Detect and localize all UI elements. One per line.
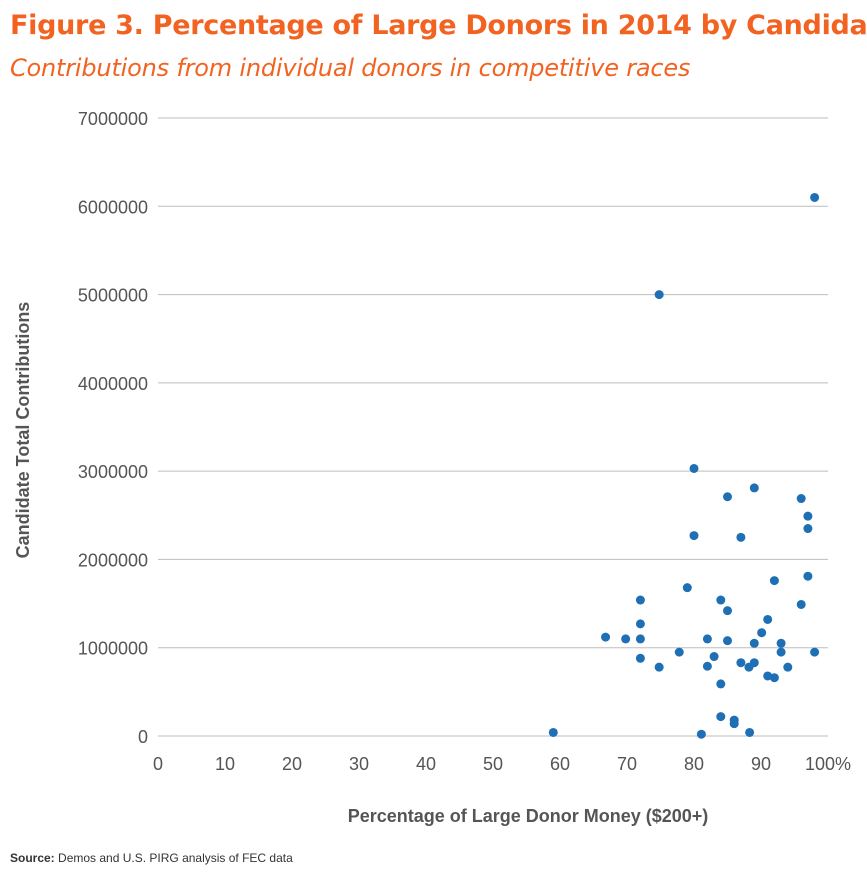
data-point [654, 290, 664, 300]
data-point [723, 606, 732, 616]
y-tick-label: 1000000 [78, 639, 148, 659]
data-point [776, 647, 786, 657]
data-point [654, 662, 664, 672]
x-tick-label: 100% [805, 754, 851, 774]
data-point [716, 712, 726, 722]
y-tick-label: 3000000 [78, 462, 148, 482]
y-tick-label: 2000000 [78, 550, 148, 570]
data-point [709, 652, 719, 662]
x-tick-label: 60 [550, 754, 570, 774]
data-point [729, 719, 739, 729]
data-point [635, 595, 645, 605]
data-point [689, 463, 699, 473]
data-point [796, 599, 806, 609]
y-tick-label: 6000000 [78, 197, 148, 217]
y-tick-label: 4000000 [78, 374, 148, 394]
x-axis-ticks: 0 10 20 30 40 50 60 70 80 90 100% [153, 754, 851, 774]
source-text: Demos and U.S. PIRG analysis of FEC data [54, 851, 293, 865]
x-tick-label: 30 [349, 754, 369, 774]
x-tick-label: 80 [684, 754, 704, 774]
data-point [723, 492, 732, 502]
data-point [716, 679, 726, 689]
data-point [723, 636, 732, 646]
x-tick-label: 20 [282, 754, 302, 774]
y-axis-ticks: 0 1000000 2000000 3000000 4000000 5000000 6000… [78, 109, 148, 747]
data-point [716, 595, 726, 605]
data-point [803, 511, 813, 521]
data-point [745, 727, 755, 737]
grid-lines [158, 117, 828, 737]
data-points [548, 192, 820, 739]
data-point [635, 619, 645, 629]
data-point [601, 632, 611, 642]
data-point [689, 531, 699, 541]
data-point [796, 494, 806, 504]
data-point [702, 661, 712, 671]
data-point [810, 192, 820, 202]
source-label: Source: [10, 851, 55, 865]
data-point [635, 634, 645, 644]
x-tick-label: 40 [416, 754, 436, 774]
data-point [621, 634, 631, 644]
chart-subtitle: Contributions from individual donors in … [10, 54, 691, 82]
data-point [783, 662, 793, 672]
data-point [674, 647, 684, 657]
x-axis-title: Percentage of Large Donor Money ($200+) [348, 806, 709, 826]
data-point [810, 647, 820, 657]
data-point [635, 653, 645, 663]
data-point [803, 571, 813, 581]
x-tick-label: 10 [215, 754, 235, 774]
data-point [548, 727, 558, 737]
x-tick-label: 90 [751, 754, 771, 774]
data-point [682, 583, 692, 593]
data-point [736, 532, 746, 542]
data-point [763, 614, 773, 624]
y-tick-label: 5000000 [78, 286, 148, 306]
x-tick-label: 70 [617, 754, 637, 774]
source-note: Source: Demos and U.S. PIRG analysis of … [10, 851, 293, 865]
y-axis-title: Candidate Total Contributions [13, 302, 33, 559]
data-point [749, 638, 759, 648]
data-point [776, 638, 786, 648]
data-point [702, 634, 712, 644]
data-point [696, 729, 706, 739]
chart-title: Figure 3. Percentage of Large Donors in … [10, 10, 867, 41]
data-point [736, 658, 746, 668]
y-tick-label: 0 [138, 727, 148, 747]
x-tick-label: 0 [153, 754, 163, 774]
data-point [769, 673, 779, 683]
data-point [757, 628, 767, 638]
y-tick-label: 7000000 [78, 109, 148, 129]
data-point [749, 483, 759, 493]
data-point [769, 576, 779, 586]
data-point [749, 658, 759, 668]
data-point [803, 524, 813, 534]
x-tick-label: 50 [483, 754, 503, 774]
